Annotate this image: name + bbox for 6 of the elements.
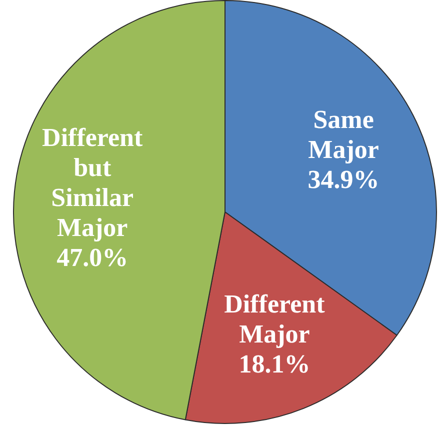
slice-label: Different but Similar Major — [42, 123, 143, 242]
data-label: 34.9% — [308, 164, 380, 194]
slice-label: Different Major — [224, 289, 326, 348]
data-label: 47.0% — [56, 243, 128, 272]
data-label: 18.1% — [238, 349, 310, 378]
slice-label: Same Major — [308, 104, 379, 164]
